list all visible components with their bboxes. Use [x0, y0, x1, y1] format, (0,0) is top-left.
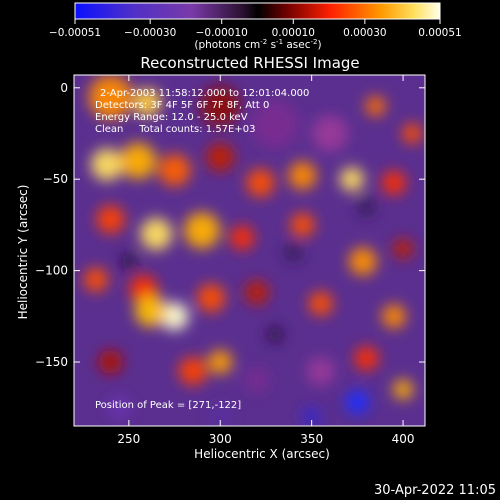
heatmap-blob: [356, 196, 377, 217]
annotation-clean: Clean Total counts: 1.57E+03: [95, 124, 255, 135]
x-tick-label: 400: [392, 432, 415, 446]
heatmap-blob: [183, 212, 220, 249]
heatmap-blob: [140, 218, 173, 251]
y-tick-label: −150: [35, 355, 68, 369]
heatmap-blob: [381, 170, 406, 195]
heatmap-blob: [308, 291, 333, 316]
annotation-time: 2-Apr-2003 11:58:12.000 to 12:01:04.000: [100, 88, 309, 99]
heatmap-blob: [381, 304, 406, 329]
heatmap-blob: [267, 326, 284, 343]
heatmap-blob: [348, 247, 377, 276]
heatmap-blob: [301, 406, 322, 426]
heatmap-blob: [251, 100, 300, 149]
y-axis: 0 −50 −100 −150: [35, 81, 425, 369]
heatmap-blob: [393, 379, 414, 400]
x-tick-label: 300: [209, 432, 232, 446]
heatmap-blob: [120, 253, 137, 270]
colorbar-ticks: −0.00051 −0.00030 −0.00010 0.00010 0.00030 0.…: [49, 19, 462, 39]
heatmap-blob: [197, 284, 226, 313]
heatmap-blob: [290, 212, 315, 237]
heatmap-blob: [402, 123, 423, 144]
heatmap-blob: [345, 390, 370, 415]
y-tick-label: −50: [43, 172, 68, 186]
heatmap-blob: [311, 115, 348, 152]
heatmap-blob: [230, 225, 255, 250]
heatmap-blob: [178, 357, 207, 386]
heatmap-image: [74, 75, 425, 426]
heatmap-blob: [158, 154, 191, 187]
colorbar-gradient: [74, 2, 441, 20]
x-tick-label: 350: [300, 432, 323, 446]
heatmap-blob: [306, 357, 335, 386]
heatmap-blob: [365, 96, 386, 117]
colorbar-tick-label: 0.00010: [272, 27, 315, 39]
heatmap-blob: [208, 404, 233, 426]
annotation-energy: Energy Range: 12.0 - 25.0 keV: [95, 112, 248, 123]
y-axis-label: Heliocentric Y (arcsec): [16, 185, 30, 320]
heatmap-blob: [200, 86, 241, 127]
heatmap-blob: [133, 88, 162, 117]
heatmap-blob: [90, 148, 123, 181]
annotation-detectors: Detectors: 3F 4F 5F 6F 7F 8F, Att 0: [95, 100, 269, 111]
heatmap-blob: [393, 238, 414, 259]
colorbar-tick-label: −0.00051: [49, 27, 101, 39]
heatmap-blob: [206, 143, 235, 172]
heatmap-blob: [83, 267, 108, 292]
x-axis: 250 300 350 400: [117, 75, 415, 446]
colorbar-unit: (photons cm-2 s-1 asec-2): [194, 38, 321, 51]
footer-timestamp: 30-Apr-2022 11:05: [374, 483, 496, 498]
heatmap-blob: [96, 205, 125, 234]
colorbar-tick-label: −0.00010: [196, 27, 248, 39]
heatmap-blob: [98, 350, 123, 375]
heatmap-blob: [160, 302, 189, 331]
heatmap-blob: [244, 368, 269, 393]
heatmap-blob: [288, 161, 317, 190]
colorbar-tick-label: −0.00030: [124, 27, 176, 39]
heatmap-blob: [244, 280, 269, 305]
heatmap-blob: [354, 346, 379, 371]
colorbar: −0.00051 −0.00030 −0.00010 0.00010 0.00030 0.…: [49, 2, 462, 51]
heatmap-blob: [88, 75, 133, 119]
heatmap-blob: [107, 395, 132, 420]
y-tick-label: −100: [35, 264, 68, 278]
y-tick-label: 0: [60, 81, 68, 95]
peak-position-label: Position of Peak = [271,-122]: [95, 400, 241, 411]
chart-title: Reconstructed RHESSI Image: [140, 54, 359, 72]
plot-frame: [73, 74, 426, 427]
colorbar-tick-label: 0.00030: [343, 27, 386, 39]
heatmap-blob: [246, 168, 275, 197]
colorbar-tick-label: 0.00051: [418, 27, 461, 39]
x-tick-label: 250: [117, 432, 140, 446]
heatmap-blob: [119, 142, 156, 179]
heatmap-blob: [134, 294, 167, 327]
heatmap-blob: [339, 167, 364, 192]
heatmap-blob: [283, 242, 304, 263]
heatmap-blob: [208, 350, 233, 375]
annotations: 2-Apr-2003 11:58:12.000 to 12:01:04.000 …: [95, 88, 309, 411]
x-axis-label: Heliocentric X (arcsec): [194, 447, 330, 461]
